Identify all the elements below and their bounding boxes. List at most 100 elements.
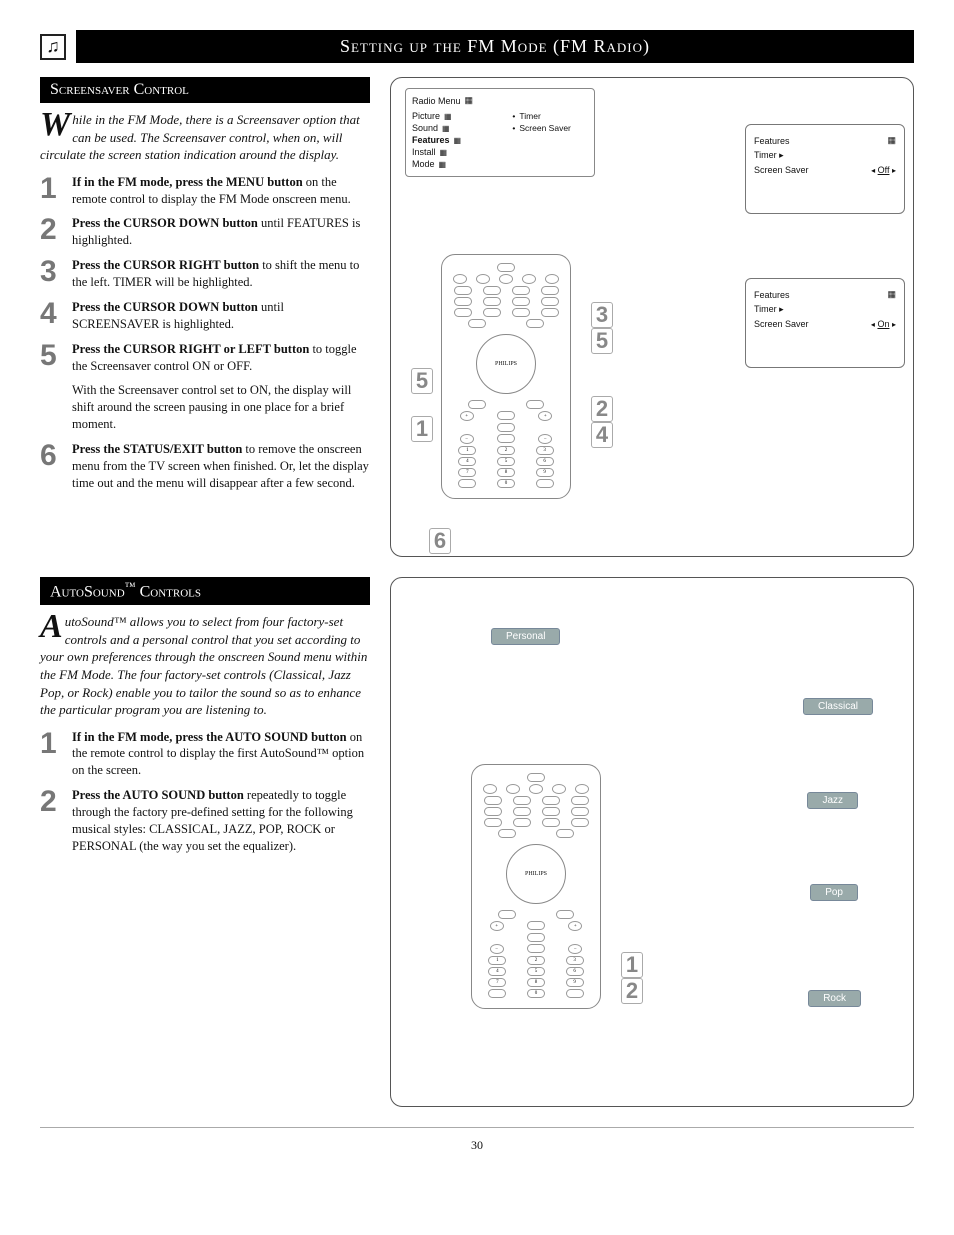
step-number: 4: [40, 299, 62, 329]
features-label: Features: [754, 136, 790, 146]
screensaver-intro: While in the FM Mode, there is a Screens…: [40, 111, 370, 164]
callout-2: 2: [591, 396, 613, 422]
radio-menu-right-col: TimerScreen Saver: [512, 110, 588, 170]
step-number: 2: [40, 787, 62, 817]
autosound-intro: AutoSound™ allows you to select from fou…: [40, 613, 370, 718]
step-text: If in the FM mode, press the AUTO SOUND …: [72, 729, 370, 780]
genre-rock: Rock: [808, 990, 861, 1007]
genre-pop: Pop: [810, 884, 858, 901]
step-text: Press the CURSOR DOWN button until FEATU…: [72, 215, 370, 249]
right-arrow-icon: ▸: [892, 320, 896, 329]
callout-2: 2: [621, 978, 643, 1004]
section-screensaver: Screensaver Control While in the FM Mode…: [40, 77, 914, 557]
menu-icon: ▦: [440, 148, 448, 157]
step: 5 Press the CURSOR RIGHT or LEFT button t…: [40, 341, 370, 375]
menu-icon: ▦: [439, 160, 447, 169]
value-off: Off: [878, 165, 890, 175]
step-rest: With the Screensaver control set to ON, …: [72, 383, 351, 431]
step-number: 1: [40, 174, 62, 204]
step-bold: If in the FM mode, press the AUTO SOUND …: [72, 730, 347, 744]
step: 3 Press the CURSOR RIGHT button to shift …: [40, 257, 370, 291]
step-bold: If in the FM mode, press the MENU button: [72, 175, 303, 189]
menu-item: Install ▦: [412, 146, 504, 158]
radio-menu-title: Radio Menu: [412, 96, 461, 106]
step-text: Press the CURSOR RIGHT or LEFT button to…: [72, 341, 370, 375]
menu-item: Picture ▦: [412, 110, 504, 122]
autosound-heading-suffix: Controls: [136, 583, 201, 600]
step-text: With the Screensaver control set to ON, …: [72, 382, 370, 433]
menu-item: Features ▦: [412, 134, 504, 146]
autosound-heading: AutoSound™ Controls: [40, 577, 370, 605]
step-bold: Press the AUTO SOUND button: [72, 788, 244, 802]
tm-mark: ™: [125, 581, 136, 593]
step: 1 If in the FM mode, press the MENU butto…: [40, 174, 370, 208]
features-icon: ▦: [887, 135, 896, 146]
page-number: 30: [40, 1138, 914, 1153]
features-box-off: Features ▦ Timer ▸ Screen Saver ◂ Off ▸: [745, 124, 905, 214]
step-number: 3: [40, 257, 62, 287]
step-bold: Press the STATUS/EXIT button: [72, 442, 242, 456]
step: 1 If in the FM mode, press the AUTO SOUND…: [40, 729, 370, 780]
callout-3: 3: [591, 302, 613, 328]
intro-text: hile in the FM Mode, there is a Screensa…: [40, 112, 360, 162]
genre-personal: Personal: [491, 628, 560, 645]
step-text: If in the FM mode, press the MENU button…: [72, 174, 370, 208]
step-text: Press the CURSOR DOWN button until SCREE…: [72, 299, 370, 333]
step-bold: Press the CURSOR DOWN button: [72, 300, 258, 314]
genre-classical: Classical: [803, 698, 873, 715]
callout-4: 4: [591, 422, 613, 448]
step: With the Screensaver control set to ON, …: [40, 382, 370, 433]
timer-row: Timer ▸: [754, 304, 784, 315]
screensaver-row: Screen Saver: [754, 319, 809, 329]
autosound-steps: 1 If in the FM mode, press the AUTO SOUND…: [40, 729, 370, 855]
callout-1: 1: [621, 952, 643, 978]
footer-rule: [40, 1127, 914, 1128]
right-arrow-icon: ▸: [892, 166, 896, 175]
menu-icon: ▦: [454, 136, 462, 145]
step: 2 Press the AUTO SOUND button repeatedly …: [40, 787, 370, 855]
remote-control-illustration: PHILIPS ++ −− 123 456 789 0: [471, 764, 601, 1009]
callout-1: 1: [411, 416, 433, 442]
features-label: Features: [754, 290, 790, 300]
music-note-icon: ♫: [40, 34, 66, 60]
callout-5-left: 5: [411, 368, 433, 394]
step-text: Press the AUTO SOUND button repeatedly t…: [72, 787, 370, 855]
step-bold: Press the CURSOR DOWN button: [72, 216, 258, 230]
dropcap: W: [40, 111, 72, 140]
step: 2 Press the CURSOR DOWN button until FEAT…: [40, 215, 370, 249]
menu-item: Mode ▦: [412, 158, 504, 170]
left-arrow-icon: ◂: [871, 166, 875, 175]
intro-text: utoSound™ allows you to select from four…: [40, 614, 367, 717]
menu-icon: ▦: [442, 124, 450, 133]
step-number: 2: [40, 215, 62, 245]
menu-subitem: Timer: [512, 110, 588, 122]
step-text: Press the STATUS/EXIT button to remove t…: [72, 441, 370, 492]
dpad-ring: PHILIPS: [506, 844, 566, 904]
step-bold: Press the CURSOR RIGHT or LEFT button: [72, 342, 309, 356]
section-autosound: AutoSound™ Controls AutoSound™ allows yo…: [40, 577, 914, 1107]
menu-icon: ▦: [465, 95, 474, 106]
screensaver-steps: 1 If in the FM mode, press the MENU butto…: [40, 174, 370, 492]
radio-menu-box: Radio Menu ▦ Picture ▦Sound ▦Features ▦I…: [405, 88, 595, 177]
menu-subitem: Screen Saver: [512, 122, 588, 134]
step: 4 Press the CURSOR DOWN button until SCRE…: [40, 299, 370, 333]
menu-item: Sound ▦: [412, 122, 504, 134]
screensaver-row: Screen Saver: [754, 165, 809, 175]
step-number: 5: [40, 341, 62, 371]
left-arrow-icon: ◂: [871, 320, 875, 329]
page-title: Setting up the FM Mode (FM Radio): [76, 30, 914, 63]
remote-control-illustration: PHILIPS ++ −− 123 456 789 0: [441, 254, 571, 499]
step-number: 6: [40, 441, 62, 471]
callout-5-right: 5: [591, 328, 613, 354]
callout-6: 6: [429, 528, 451, 554]
value-on: On: [877, 319, 889, 329]
timer-row: Timer ▸: [754, 150, 784, 161]
autosound-diagram: Personal Classical Jazz Pop Rock PHILIPS…: [390, 577, 914, 1107]
step-text: Press the CURSOR RIGHT button to shift t…: [72, 257, 370, 291]
dropcap: A: [40, 613, 65, 642]
radio-menu-left-col: Picture ▦Sound ▦Features ▦Install ▦Mode …: [412, 110, 504, 170]
screensaver-diagram: Radio Menu ▦ Picture ▦Sound ▦Features ▦I…: [390, 77, 914, 557]
step-bold: Press the CURSOR RIGHT button: [72, 258, 259, 272]
genre-jazz: Jazz: [807, 792, 858, 809]
step-number: 1: [40, 729, 62, 759]
